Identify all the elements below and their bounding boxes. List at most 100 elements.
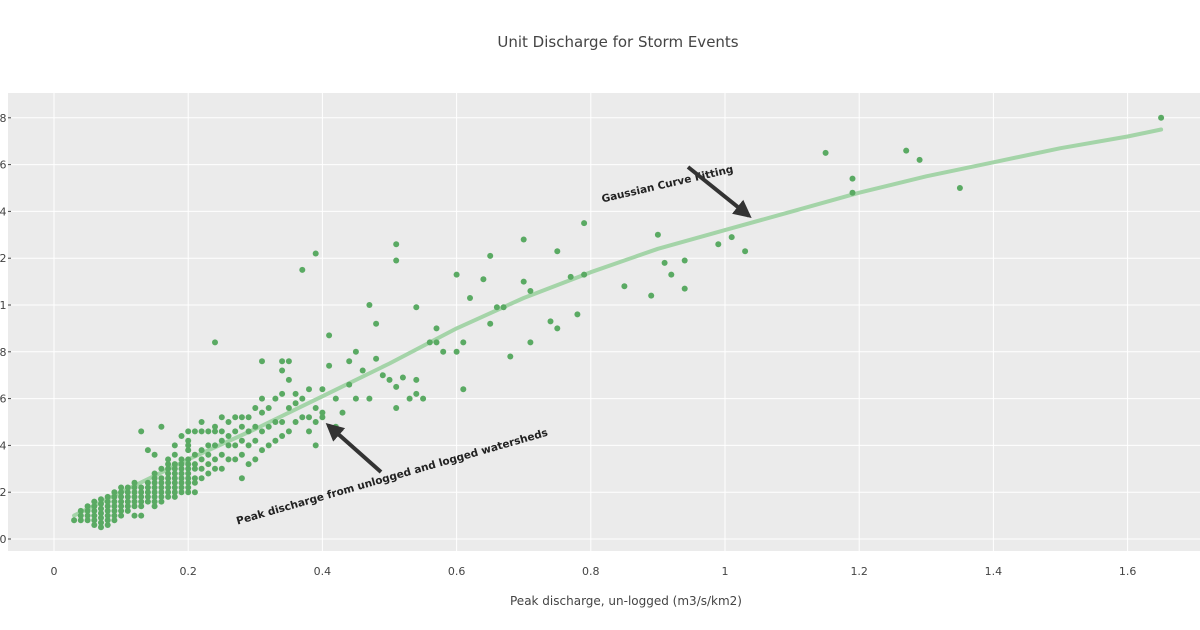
data-point (158, 484, 165, 491)
data-point (98, 505, 104, 512)
data-point (299, 395, 306, 402)
data-point (104, 507, 111, 514)
data-point (232, 414, 239, 421)
data-point (178, 456, 185, 463)
data-point (507, 353, 514, 360)
data-point (131, 503, 138, 510)
data-point (124, 503, 131, 510)
x-tick-label: 0 (51, 565, 58, 578)
data-point (218, 465, 225, 472)
y-tick-label: 4 (0, 439, 7, 452)
data-point (232, 442, 239, 449)
data-point (279, 419, 286, 425)
data-point (118, 503, 125, 510)
data-point (205, 442, 212, 449)
data-point (205, 451, 212, 458)
data-point (232, 428, 239, 435)
data-point (299, 414, 306, 421)
x-tick-label: 0.8 (582, 565, 600, 578)
data-point (138, 512, 145, 519)
data-point (131, 484, 138, 491)
data-point (185, 456, 192, 463)
data-point (366, 302, 373, 308)
data-point (581, 271, 588, 278)
data-point (312, 442, 319, 449)
x-axis-title: Peak discharge, un-logged (m3/s/km2) (510, 594, 742, 608)
data-point (212, 428, 218, 435)
data-point (225, 433, 232, 439)
data-point (393, 257, 400, 264)
data-point (91, 498, 98, 505)
data-point (413, 304, 420, 311)
data-point (158, 423, 165, 430)
data-point (849, 175, 856, 182)
data-point (212, 465, 218, 472)
data-point (178, 461, 185, 468)
data-point (138, 503, 145, 510)
data-point (346, 381, 353, 388)
data-point (393, 405, 400, 411)
annotation-peak-arrow (325, 422, 383, 474)
data-point (77, 507, 84, 514)
data-point (191, 461, 198, 468)
data-point (332, 395, 339, 402)
data-point (171, 442, 178, 449)
data-point (520, 278, 527, 285)
data-point (393, 383, 400, 390)
x-tick-label: 1.6 (1119, 565, 1137, 578)
data-point (158, 493, 165, 500)
data-point (165, 475, 172, 482)
data-point (185, 470, 192, 477)
data-point (104, 493, 111, 500)
data-point (393, 241, 400, 248)
data-point (185, 437, 192, 444)
data-point (272, 437, 279, 444)
data-point (124, 489, 131, 496)
data-point (460, 386, 467, 393)
data-point (212, 339, 218, 346)
data-point (285, 358, 292, 365)
data-point (98, 496, 104, 503)
data-point (91, 512, 98, 519)
data-point (487, 252, 494, 259)
data-point (91, 522, 98, 528)
data-point (292, 400, 299, 407)
y-tick-label: 2 (0, 252, 7, 265)
data-point (212, 442, 218, 449)
annotation-gaussian-arrow (686, 165, 752, 219)
data-point (178, 484, 185, 491)
data-point (312, 405, 319, 411)
data-point (191, 475, 198, 482)
data-point (299, 266, 306, 273)
data-point (272, 419, 279, 425)
data-point (144, 479, 151, 486)
data-point (312, 419, 319, 425)
data-point (238, 437, 245, 444)
x-tick-label: 1.2 (850, 565, 868, 578)
data-point (487, 320, 494, 327)
data-point (171, 461, 178, 468)
data-point (191, 451, 198, 458)
data-point (238, 475, 245, 482)
data-point (306, 386, 312, 393)
data-point (554, 248, 561, 255)
data-point (292, 390, 299, 397)
data-point (144, 493, 151, 500)
data-point (158, 479, 165, 486)
y-tick-label: 1 (0, 299, 7, 312)
data-point (131, 489, 138, 496)
data-point (252, 405, 259, 411)
data-point (326, 332, 333, 339)
data-point (185, 465, 192, 472)
data-point (111, 498, 118, 505)
data-point (84, 517, 91, 524)
data-point (104, 503, 111, 510)
data-point (346, 358, 353, 365)
data-point (171, 479, 178, 486)
data-point (493, 304, 500, 311)
data-point (144, 484, 151, 491)
data-point (118, 489, 125, 496)
data-point (238, 451, 245, 458)
data-point (191, 428, 198, 435)
data-point (661, 259, 668, 266)
